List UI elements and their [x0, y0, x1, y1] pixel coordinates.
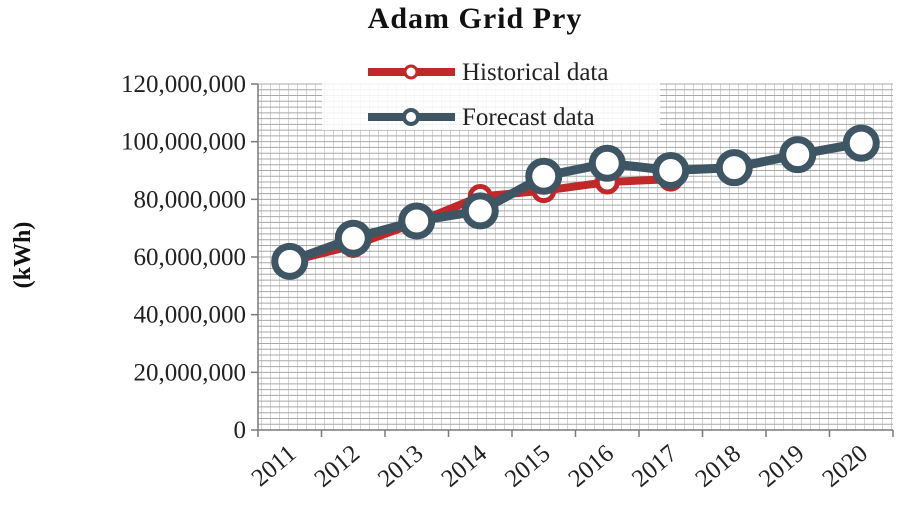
legend-item-historical: Historical data [368, 59, 608, 86]
x-tick-label: 2017 [627, 440, 683, 493]
y-tick-label: 120,000,000 [121, 71, 246, 98]
chart-title: Adam Grid Pry [368, 2, 583, 35]
legend-label-historical: Historical data [462, 59, 608, 86]
y-axis-tick-labels: 0 20,000,000 40,000,000 60,000,000 80,000,00… [121, 71, 246, 444]
legend-marker-forecast [402, 108, 420, 126]
data-point [842, 124, 880, 162]
data-point [334, 219, 372, 257]
data-point [398, 202, 436, 240]
x-tick-label: 2013 [373, 440, 429, 493]
legend: Historical data Forecast data [322, 55, 660, 131]
y-tick-label: 60,000,000 [134, 244, 247, 271]
y-tick-label: 80,000,000 [134, 186, 247, 213]
y-tick-label: 0 [234, 417, 247, 444]
x-tick-label: 2015 [500, 440, 556, 493]
y-tick-label: 100,000,000 [121, 129, 246, 156]
legend-marker-historical [403, 64, 419, 80]
x-tick-label: 2014 [436, 440, 492, 493]
x-tick-label: 2012 [309, 440, 365, 493]
data-point [588, 144, 626, 182]
x-tick-label: 2016 [563, 440, 619, 493]
x-tick-label: 2020 [817, 440, 873, 493]
series-layer [271, 124, 880, 280]
series-line [288, 138, 863, 266]
data-point [779, 136, 817, 174]
series-forecast [271, 124, 880, 280]
x-axis-tick-labels: 2011 2012 2013 2014 2015 2016 2017 2018 2019 2020 [247, 440, 873, 493]
legend-label-forecast: Forecast data [462, 104, 595, 131]
data-point [715, 149, 753, 187]
legend-item-forecast: Forecast data [368, 104, 595, 131]
x-tick-label: 2019 [754, 440, 810, 493]
axes [251, 83, 894, 437]
y-tick-label: 20,000,000 [134, 359, 247, 386]
y-tick-label: 40,000,000 [134, 302, 247, 329]
data-point [652, 152, 690, 189]
x-tick-label: 2011 [247, 440, 302, 492]
data-point [461, 192, 499, 230]
x-tick-label: 2018 [690, 440, 746, 493]
data-point [525, 157, 563, 195]
data-point [271, 242, 309, 280]
y-axis-label: (kWh) [10, 222, 36, 289]
